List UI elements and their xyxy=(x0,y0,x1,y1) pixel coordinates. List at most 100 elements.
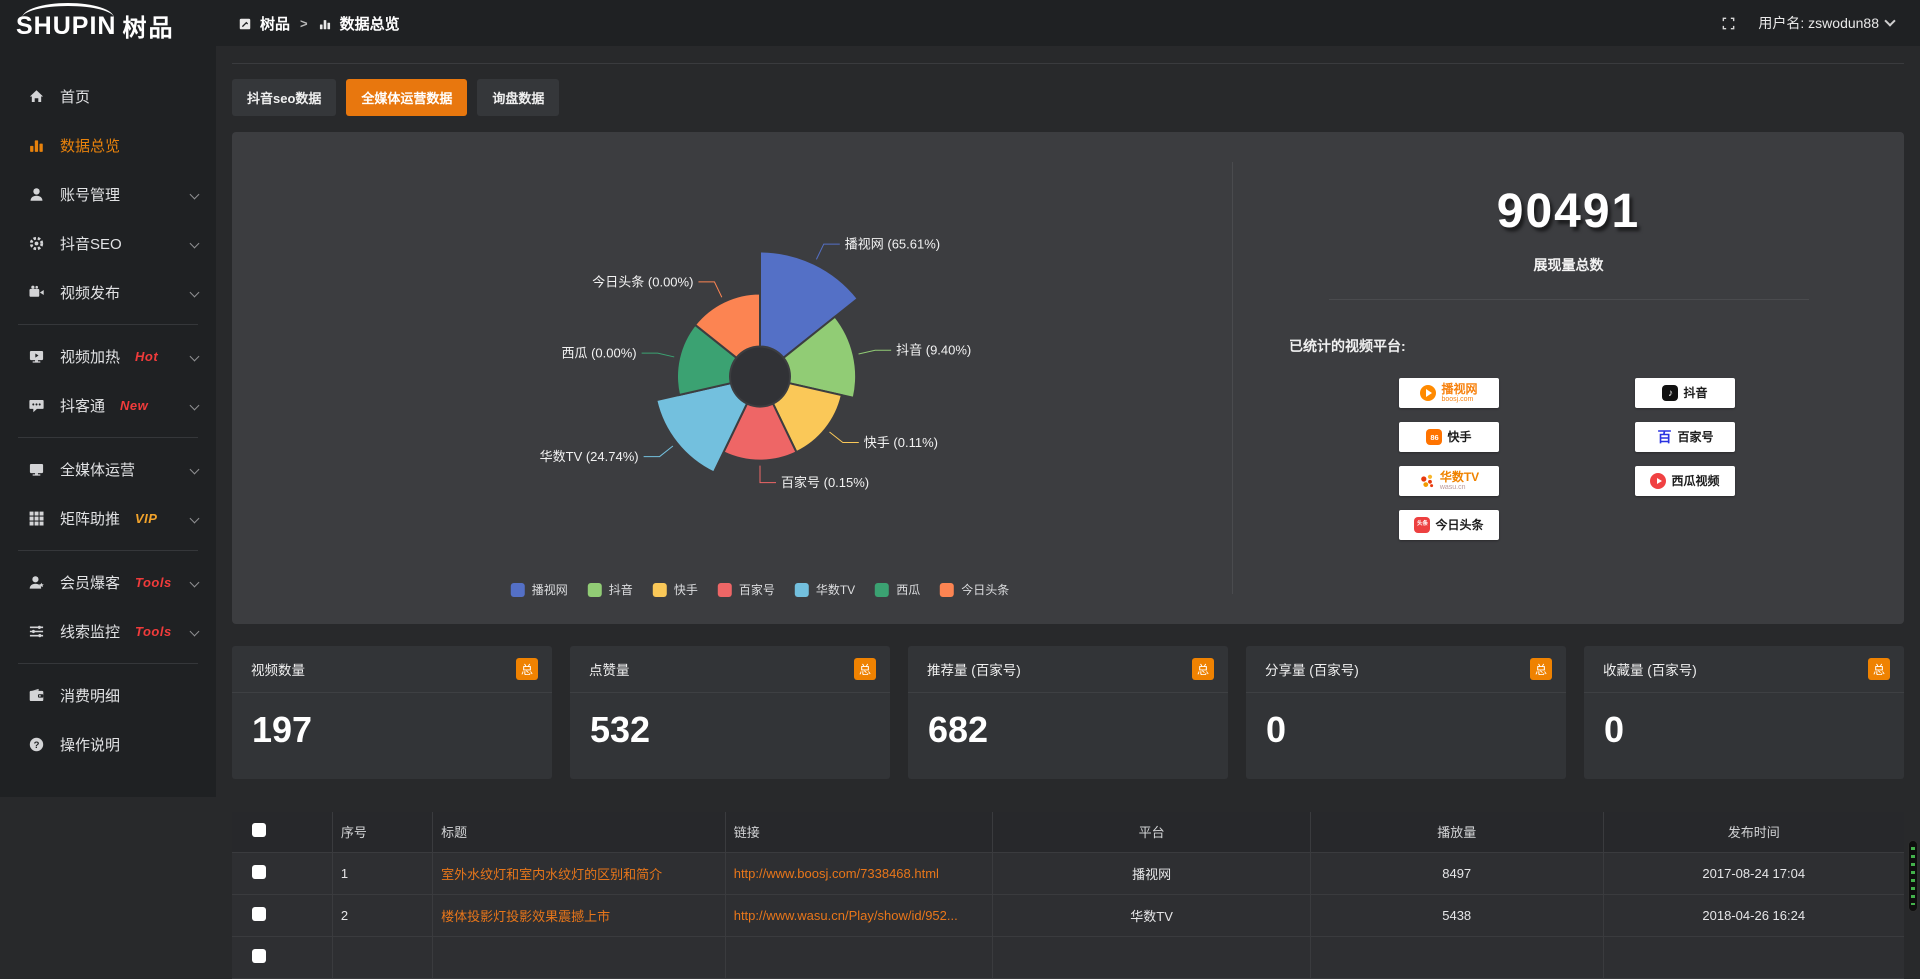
cell-title-link[interactable]: 楼体投影灯投影效果震撼上市 xyxy=(433,894,726,936)
sidebar-item-13[interactable]: ? 操作说明 xyxy=(0,720,216,769)
pie-label-百家号: 百家号 (0.15%) xyxy=(781,475,869,490)
platform-name: 抖音 xyxy=(1683,387,1707,400)
pie-label-西瓜: 西瓜 (0.00%) xyxy=(561,346,636,361)
cell-platform: 播视网 xyxy=(993,852,1311,894)
legend-item-百家号[interactable]: 百家号 xyxy=(718,581,775,598)
sidebar-item-5[interactable]: 视频发布 xyxy=(0,268,216,317)
toutiao-logo-icon: 头条 xyxy=(1414,517,1430,533)
row-checkbox[interactable] xyxy=(252,907,266,921)
scrollbar-thumb[interactable] xyxy=(1911,847,1915,905)
row-checkbox[interactable] xyxy=(252,865,266,879)
overview-panel: 播视网 (65.61%)抖音 (9.40%)快手 (0.11%)百家号 (0.1… xyxy=(232,132,1904,624)
sidebar-item-12[interactable]: 消费明细 xyxy=(0,671,216,720)
cell-plays: 5438 xyxy=(1310,894,1603,936)
fullscreen-icon[interactable] xyxy=(1721,16,1736,31)
cell-platform: 华数TV xyxy=(993,894,1311,936)
help-icon: ? xyxy=(27,736,45,753)
chevron-down-icon xyxy=(190,239,200,249)
rose-chart[interactable]: 播视网 (65.61%)抖音 (9.40%)快手 (0.11%)百家号 (0.1… xyxy=(232,132,1232,624)
scrollbar[interactable] xyxy=(1908,840,1918,912)
tab-1[interactable]: 抖音seo数据 xyxy=(232,79,336,116)
sidebar-item-label: 线索监控 xyxy=(60,621,120,642)
total-impressions-value: 90491 xyxy=(1233,184,1904,239)
column-header: 平台 xyxy=(993,812,1311,852)
sliders-icon xyxy=(27,623,45,640)
stat-card-header: 收藏量 (百家号)总 xyxy=(1584,646,1904,693)
user-icon xyxy=(27,186,45,203)
app-logo: SHUPIN 树品 xyxy=(0,0,216,46)
tab-2[interactable]: 全媒体运营数据 xyxy=(346,79,467,116)
column-header: 链接 xyxy=(725,812,993,852)
pie-label-line xyxy=(760,466,776,483)
legend-item-抖音[interactable]: 抖音 xyxy=(588,581,633,598)
stat-card-2: 点赞量 总 532 xyxy=(570,646,890,779)
platforms-label: 已统计的视频平台: xyxy=(1289,336,1904,356)
video-icon xyxy=(27,284,45,301)
select-all-checkbox[interactable] xyxy=(252,823,266,837)
total-badge: 总 xyxy=(1530,658,1552,680)
column-header: 标题 xyxy=(433,812,726,852)
sidebar-item-label: 操作说明 xyxy=(60,734,120,755)
cell-title-link[interactable]: 室外水纹灯和室内水纹灯的区别和简介 xyxy=(433,852,726,894)
sidebar-item-3[interactable]: 账号管理 xyxy=(0,170,216,219)
breadcrumb-item-root[interactable]: 树品 xyxy=(260,13,290,34)
total-badge: 总 xyxy=(1192,658,1214,680)
sidebar-divider xyxy=(18,437,198,438)
sidebar-divider xyxy=(18,324,198,325)
legend-item-西瓜[interactable]: 西瓜 xyxy=(875,581,920,598)
stat-card-title: 视频数量 xyxy=(251,659,305,679)
stat-card-title: 点赞量 xyxy=(589,659,630,679)
pie-slice-华数TV[interactable] xyxy=(656,383,747,472)
legend-swatch xyxy=(653,583,667,597)
douyin-logo-icon: ♪ xyxy=(1662,385,1678,401)
legend-label: 播视网 xyxy=(532,581,568,598)
sidebar-item-badge: Hot xyxy=(135,349,158,364)
rose-chart-svg[interactable]: 播视网 (65.61%)抖音 (9.40%)快手 (0.11%)百家号 (0.1… xyxy=(232,132,1232,624)
sidebar-item-label: 抖客通 xyxy=(60,395,105,416)
chevron-down-icon xyxy=(190,627,200,637)
sidebar-item-2[interactable]: 数据总览 xyxy=(0,121,216,170)
legend-swatch xyxy=(718,583,732,597)
stat-card-title: 收藏量 (百家号) xyxy=(1603,659,1697,679)
sidebar-divider xyxy=(18,550,198,551)
wasu-logo-icon xyxy=(1419,473,1435,489)
legend-item-播视网[interactable]: 播视网 xyxy=(511,581,568,598)
user-menu[interactable]: 用户名: zswodun88 xyxy=(1758,13,1894,33)
legend-swatch xyxy=(795,583,809,597)
row-checkbox[interactable] xyxy=(252,949,266,963)
platform-name: 百家号 xyxy=(1677,431,1713,444)
legend-label: 今日头条 xyxy=(961,581,1009,598)
legend-item-华数TV[interactable]: 华数TV xyxy=(795,581,855,598)
pie-label-line xyxy=(859,350,892,354)
tab-3[interactable]: 询盘数据 xyxy=(477,79,559,116)
bar-chart-icon xyxy=(318,17,332,31)
legend-swatch xyxy=(511,583,525,597)
stat-card-header: 视频数量总 xyxy=(232,646,552,693)
total-badge: 总 xyxy=(854,658,876,680)
sidebar-item-1[interactable]: 首页 xyxy=(0,72,216,121)
heat-icon xyxy=(27,348,45,365)
sidebar-item-4[interactable]: 抖音SEO xyxy=(0,219,216,268)
legend-label: 抖音 xyxy=(609,581,633,598)
stat-card-value: 532 xyxy=(570,693,890,751)
legend-item-今日头条[interactable]: 今日头条 xyxy=(940,581,1009,598)
platform-sub: wasu.cn xyxy=(1440,484,1466,491)
legend-item-快手[interactable]: 快手 xyxy=(653,581,698,598)
cell-url-link[interactable]: http://www.wasu.cn/Play/show/id/952... xyxy=(725,894,993,936)
legend-swatch xyxy=(588,583,602,597)
legend-label: 华数TV xyxy=(816,581,855,598)
baijiahao-logo-icon: 百 xyxy=(1656,429,1672,445)
sidebar-item-8[interactable]: 全媒体运营 xyxy=(0,445,216,494)
cell-url-link[interactable]: http://www.boosj.com/7338468.html xyxy=(725,852,993,894)
